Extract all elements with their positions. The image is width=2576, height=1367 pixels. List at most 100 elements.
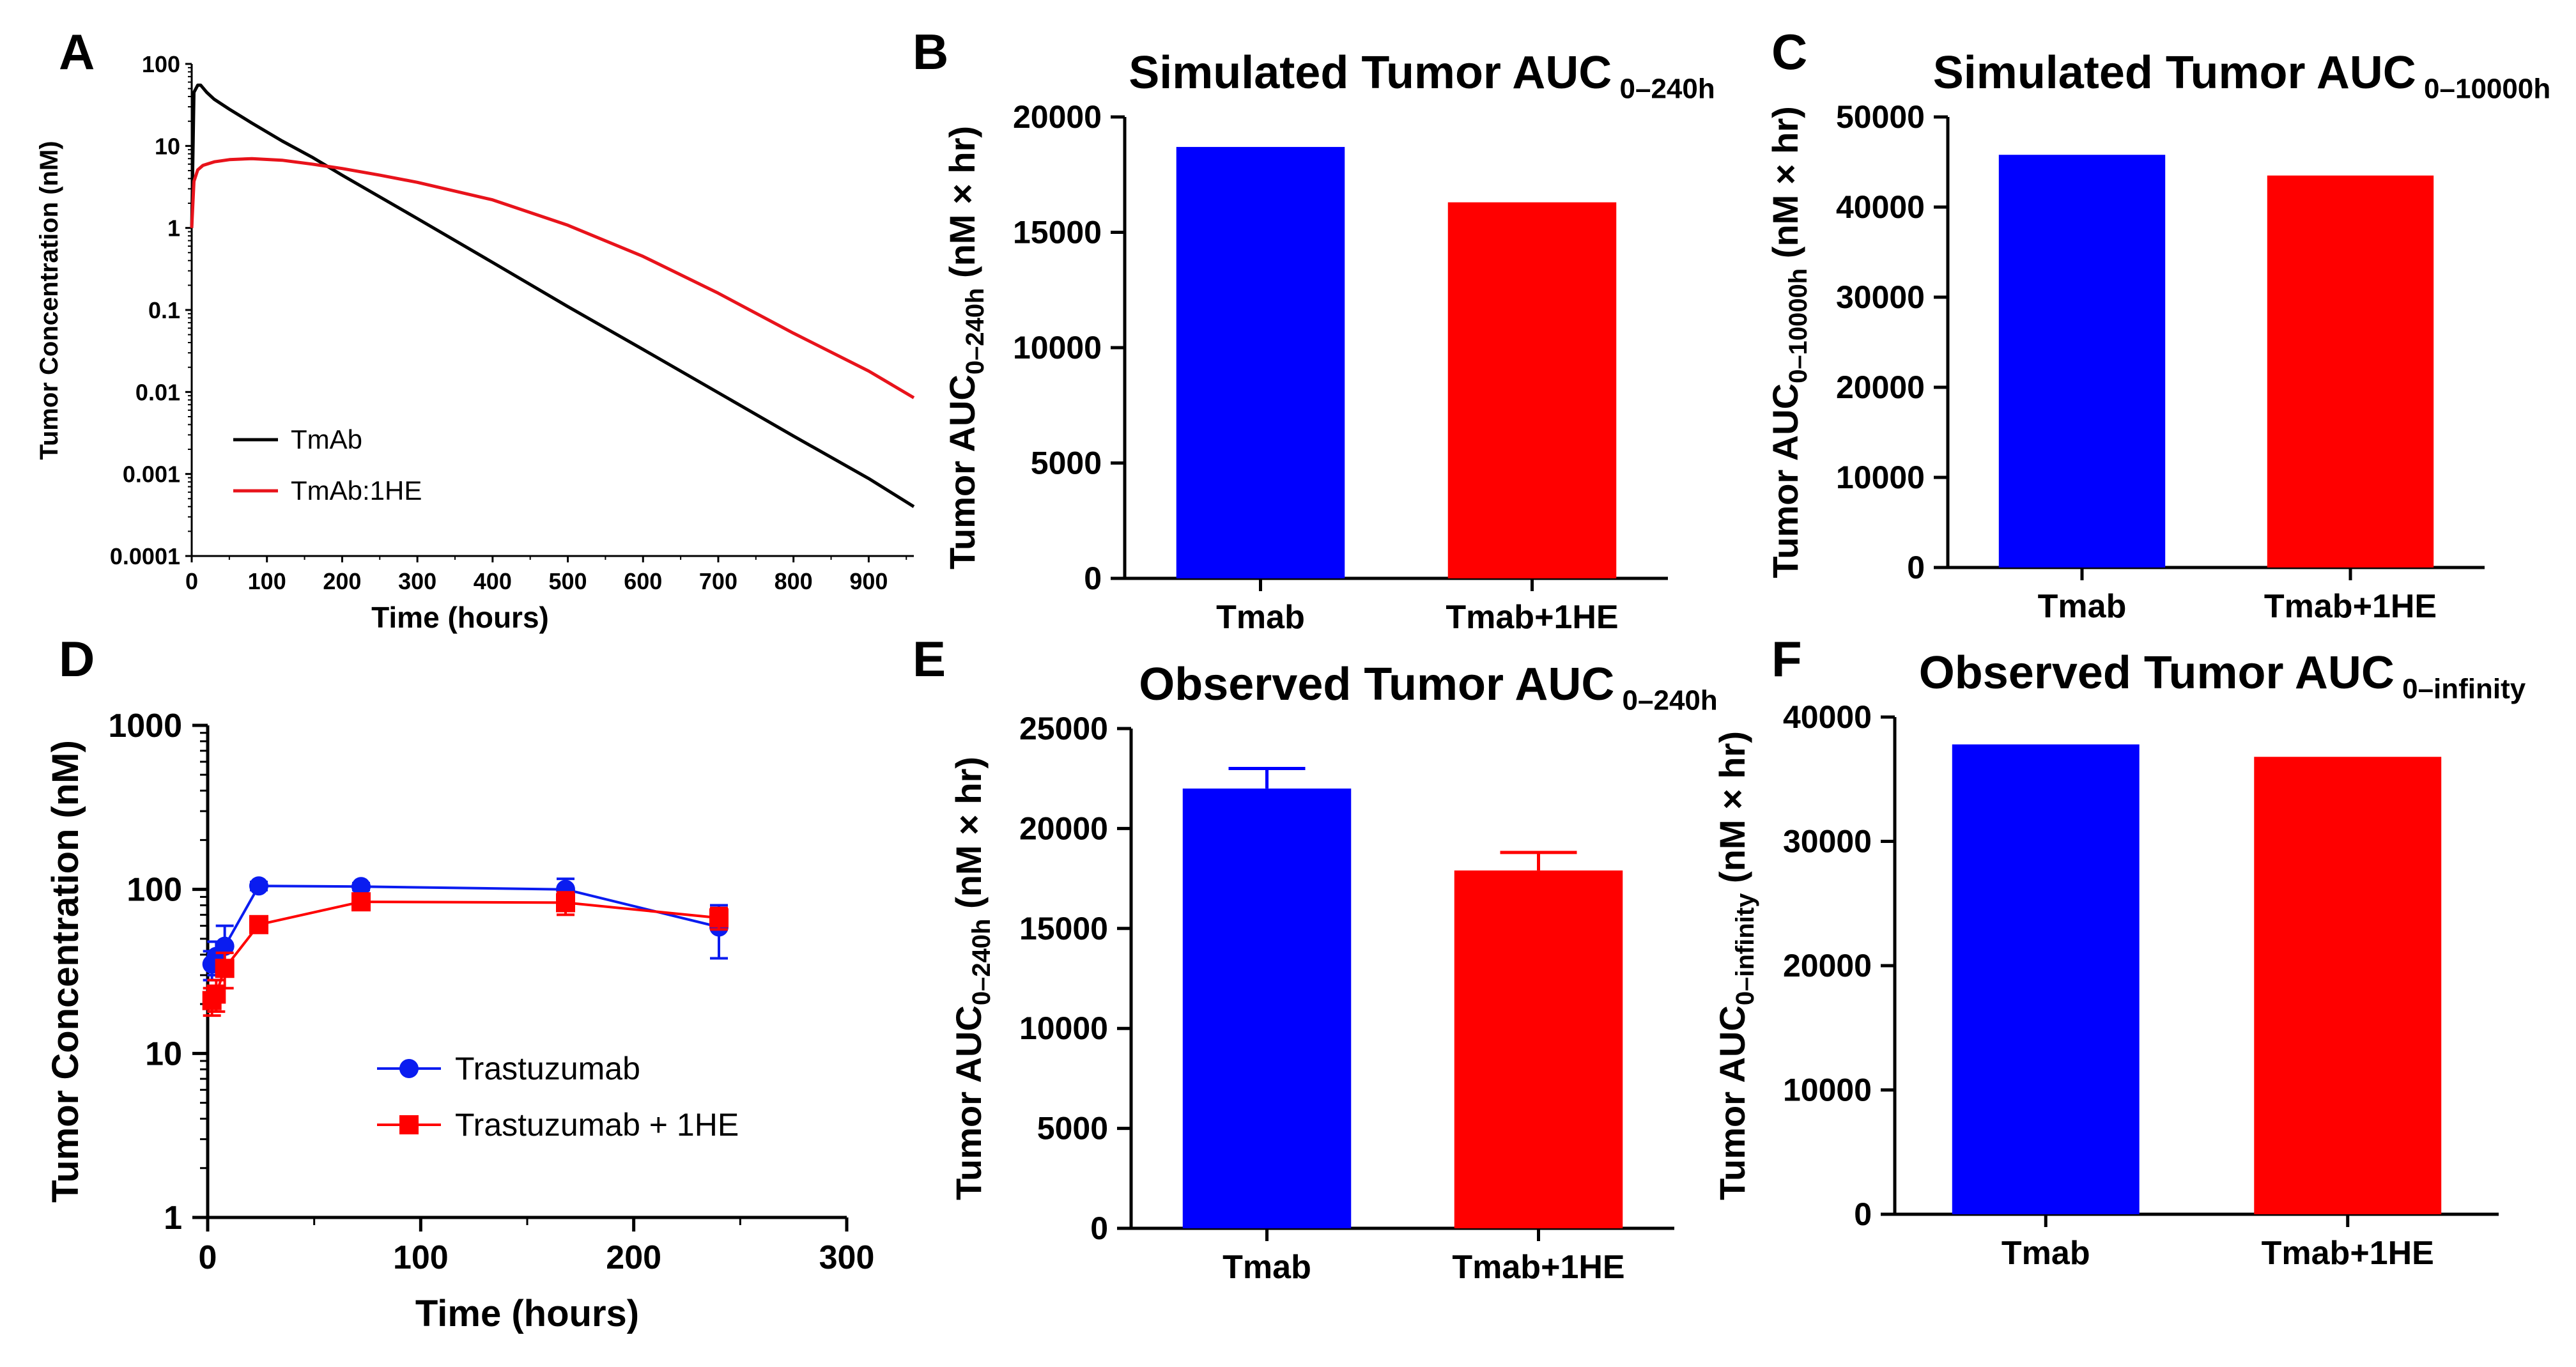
chart-title-main: Observed Tumor AUC xyxy=(1919,647,2395,699)
chart-title-sub: 0–240h xyxy=(1614,684,1717,716)
panel-b: 0 5000 10000 15000 20000 Tmab Tmab+1HE Simulate… xyxy=(942,47,1715,636)
x-tick-label: 300 xyxy=(819,1239,875,1276)
y-tick-label: 100 xyxy=(142,51,180,77)
y-axis-label: Tumor AUC0–240h (nM × hr) xyxy=(948,757,996,1200)
y-axis-label: Tumor Concentration (nM) xyxy=(45,740,86,1203)
y-tick-label: 10000 xyxy=(1783,1072,1872,1108)
y-tick-label: 0 xyxy=(1084,560,1102,596)
legend-label: Trastuzumab + 1HE xyxy=(455,1107,739,1143)
x-axis-label: Time (hours) xyxy=(415,1293,639,1334)
y-axis-label-sub: 0–infinity xyxy=(1731,893,1759,1005)
y-tick-label: 30000 xyxy=(1836,279,1925,315)
chart-title-sub: 0–240h xyxy=(1612,73,1715,104)
series-line-trastuzumab-1he xyxy=(211,900,720,1001)
data-point xyxy=(351,892,371,912)
panel-d: 1 10 100 1000 0 100 200 300 Trastuzumab Trastuzum… xyxy=(45,707,874,1334)
x-tick-label: 700 xyxy=(699,568,737,594)
y-tick-label: 0.001 xyxy=(123,461,180,488)
chart-title-sub: 0–infinity xyxy=(2395,673,2526,704)
y-tick-label: 30000 xyxy=(1783,824,1872,860)
bar-tmab-1he xyxy=(1454,870,1623,1228)
y-tick-label: 20000 xyxy=(1019,810,1108,846)
y-axis-label-suffix: (nM × hr) xyxy=(942,126,982,288)
y-axis-label-sub: 0–10000h xyxy=(1784,268,1812,383)
x-tick-label: 100 xyxy=(248,568,286,594)
y-tick-label: 0 xyxy=(1090,1210,1108,1246)
y-axis-label-sub: 0–240h xyxy=(961,288,989,375)
panel-letter-c: C xyxy=(1771,24,1807,80)
x-tick-label: 200 xyxy=(606,1239,661,1276)
legend-marker xyxy=(399,1059,419,1078)
data-point xyxy=(215,959,235,978)
chart-title-main: Simulated Tumor AUC xyxy=(1129,47,1612,98)
y-axis-label-suffix: (nM × hr) xyxy=(1765,106,1805,268)
y-tick-label: 40000 xyxy=(1836,189,1925,225)
x-tick-label: 400 xyxy=(474,568,512,594)
y-axis-label-main: Tumor AUC xyxy=(948,1005,989,1200)
y-tick-label: 0 xyxy=(1907,550,1925,585)
y-tick-label: 1 xyxy=(164,1200,182,1237)
y-axis-label: Tumor AUC0–240h (nM × hr) xyxy=(942,126,989,569)
data-point xyxy=(709,908,729,928)
bar-tmab xyxy=(1176,146,1345,578)
panel-f: 0 10000 20000 30000 40000 Tmab Tmab+1HE Observe… xyxy=(1712,647,2526,1272)
data-point xyxy=(556,893,575,913)
x-tick-label: Tmab+1HE xyxy=(1452,1249,1624,1286)
y-axis-label-suffix: (nM × hr) xyxy=(1712,731,1752,893)
chart-title-sub: 0–10000h xyxy=(2416,73,2550,104)
data-point xyxy=(249,915,268,934)
legend-label: TmAb xyxy=(291,424,362,454)
legend-label: TmAb:1HE xyxy=(291,475,422,506)
x-tick-label: 0 xyxy=(185,568,198,594)
chart-title: Simulated Tumor AUC 0–10000h xyxy=(1933,47,2550,104)
chart-title: Observed Tumor AUC 0–240h xyxy=(1139,659,1718,716)
y-tick-label: 50000 xyxy=(1836,99,1925,135)
chart-title-main: Observed Tumor AUC xyxy=(1139,659,1614,710)
y-tick-label: 10 xyxy=(145,1035,182,1072)
y-tick-label: 0.0001 xyxy=(110,543,180,569)
panel-e: 0 5000 10000 15000 20000 25000 Tmab Tmab+1HE Obs… xyxy=(948,659,1718,1286)
chart-title-main: Simulated Tumor AUC xyxy=(1933,47,2416,98)
y-tick-label: 40000 xyxy=(1783,699,1872,735)
y-tick-label: 15000 xyxy=(1019,911,1108,946)
y-tick-label: 20000 xyxy=(1783,948,1872,984)
y-tick-label: 0.1 xyxy=(148,297,180,323)
bar-tmab-1he xyxy=(2254,757,2442,1214)
bar-tmab xyxy=(1952,744,2140,1214)
y-axis-label-main: Tumor AUC xyxy=(1765,383,1805,578)
x-tick-label: 100 xyxy=(393,1239,449,1276)
x-tick-label: Tmab+1HE xyxy=(2264,588,2437,625)
data-point xyxy=(215,936,235,956)
y-axis-label-sub: 0–240h xyxy=(968,919,996,1006)
x-tick-label: Tmab xyxy=(2038,588,2127,625)
series-line-tmab xyxy=(190,83,915,508)
panel-letter-e: E xyxy=(913,631,946,687)
y-axis-label: Tumor AUC0–10000h (nM × hr) xyxy=(1765,106,1812,578)
x-tick-label: 0 xyxy=(199,1239,217,1276)
series-line-trastuzumab xyxy=(210,884,720,965)
y-tick-label: 10000 xyxy=(1019,1010,1108,1046)
x-tick-label: 300 xyxy=(398,568,436,594)
x-tick-label: Tmab+1HE xyxy=(1446,599,1618,636)
x-axis-label: Time (hours) xyxy=(371,601,549,634)
panel-a: 0.0001 0.001 0.01 0.1 1 10 100 0 100 200 300 400 500… xyxy=(35,51,915,634)
y-tick-label: 0 xyxy=(1854,1196,1872,1232)
y-tick-label: 10000 xyxy=(1836,460,1925,495)
x-tick-label: Tmab+1HE xyxy=(2262,1235,2434,1272)
x-tick-label: Tmab xyxy=(2001,1235,2090,1272)
legend-label: Trastuzumab xyxy=(455,1051,640,1086)
legend-marker xyxy=(399,1115,419,1134)
y-tick-label: 20000 xyxy=(1836,369,1925,405)
data-point xyxy=(351,877,371,897)
x-tick-label: 900 xyxy=(849,568,888,594)
y-tick-label: 5000 xyxy=(1031,445,1102,481)
bar-tmab-1he xyxy=(1447,202,1617,578)
panel-c: 0 10000 20000 30000 40000 50000 Tmab Tmab+1HE Si… xyxy=(1765,47,2550,625)
y-tick-label: 10000 xyxy=(1013,330,1102,366)
bar-tmab xyxy=(1998,155,2166,568)
x-tick-label: Tmab xyxy=(1216,599,1305,636)
chart-title: Simulated Tumor AUC 0–240h xyxy=(1129,47,1715,104)
y-tick-label: 100 xyxy=(127,872,182,909)
x-tick-label: 200 xyxy=(323,568,361,594)
